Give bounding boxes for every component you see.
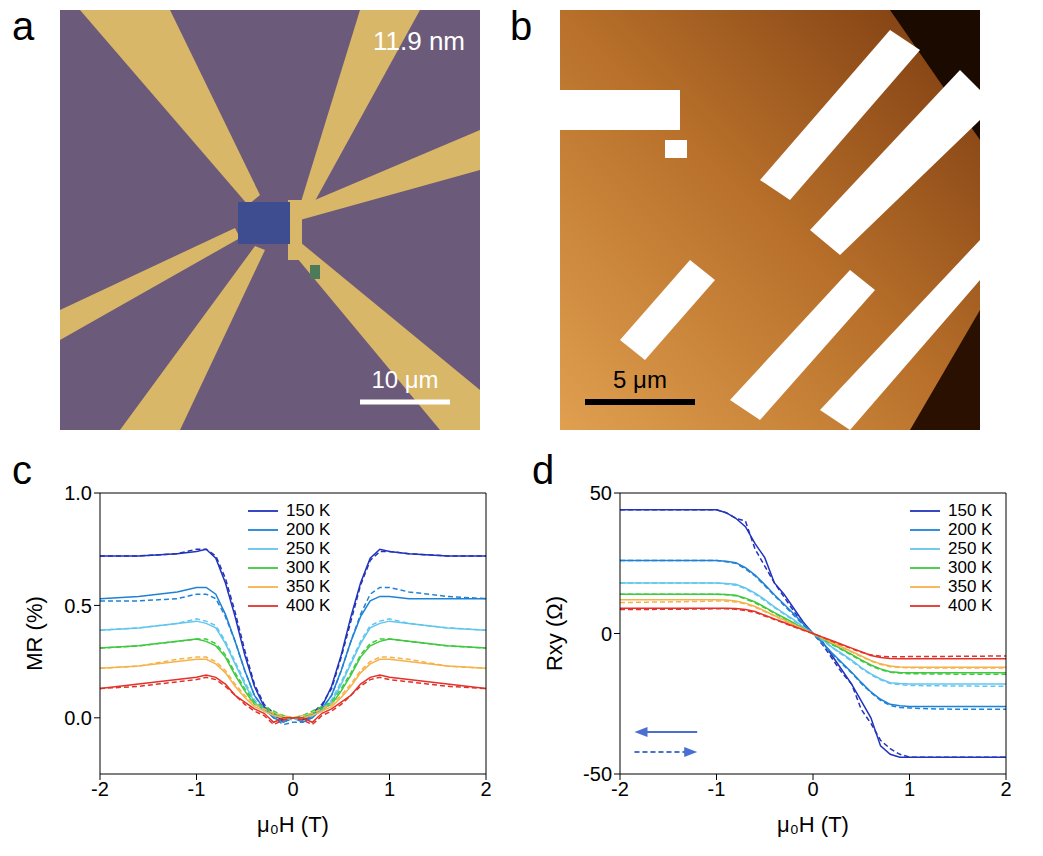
html-text:350 K: 350 K	[286, 576, 331, 596]
html-text:d: d	[532, 448, 555, 492]
html-text:300 K: 300 K	[286, 557, 331, 577]
html-text:250 K: 250 K	[286, 538, 331, 558]
svg-text:0: 0	[287, 778, 298, 800]
svg-text:-50: -50	[583, 763, 612, 785]
html-text:c: c	[12, 448, 32, 492]
svg-text:1.0: 1.0	[64, 482, 92, 504]
svg-text:-1: -1	[708, 778, 726, 800]
svg-text:Rxy (Ω): Rxy (Ω)	[542, 596, 567, 671]
html-text:a: a	[12, 4, 35, 48]
svg-text:0: 0	[601, 623, 612, 645]
svg-text:0.0: 0.0	[64, 707, 92, 729]
html-text:400 K: 400 K	[286, 595, 331, 615]
html-text:300 K: 300 K	[948, 557, 993, 577]
svg-text:-1: -1	[188, 778, 206, 800]
svg-text:-2: -2	[611, 778, 629, 800]
svg-text:50: 50	[590, 482, 612, 504]
svg-text:0.5: 0.5	[64, 595, 92, 617]
svg-text:μ₀H (T): μ₀H (T)	[257, 812, 329, 837]
html-text:150 K: 150 K	[948, 500, 993, 520]
html-text:200 K: 200 K	[286, 519, 331, 539]
svg-text:μ₀H (T): μ₀H (T)	[777, 812, 849, 837]
html-text:b: b	[510, 4, 533, 48]
svg-text:1: 1	[904, 778, 915, 800]
html-text:150 K: 150 K	[286, 500, 331, 520]
html-text:400 K: 400 K	[948, 595, 993, 615]
svg-text:11.9 nm: 11.9 nm	[373, 26, 465, 56]
svg-text:1: 1	[384, 778, 395, 800]
html-text:350 K: 350 K	[948, 576, 993, 596]
svg-text:-2: -2	[91, 778, 109, 800]
svg-text:2: 2	[1000, 778, 1011, 800]
svg-text:MR (%): MR (%)	[22, 596, 47, 671]
svg-text:5 μm: 5 μm	[613, 366, 667, 393]
svg-text:2: 2	[480, 778, 491, 800]
svg-text:0: 0	[807, 778, 818, 800]
svg-text:10 μm: 10 μm	[371, 366, 438, 393]
html-text:200 K: 200 K	[948, 519, 993, 539]
html-text:250 K: 250 K	[948, 538, 993, 558]
